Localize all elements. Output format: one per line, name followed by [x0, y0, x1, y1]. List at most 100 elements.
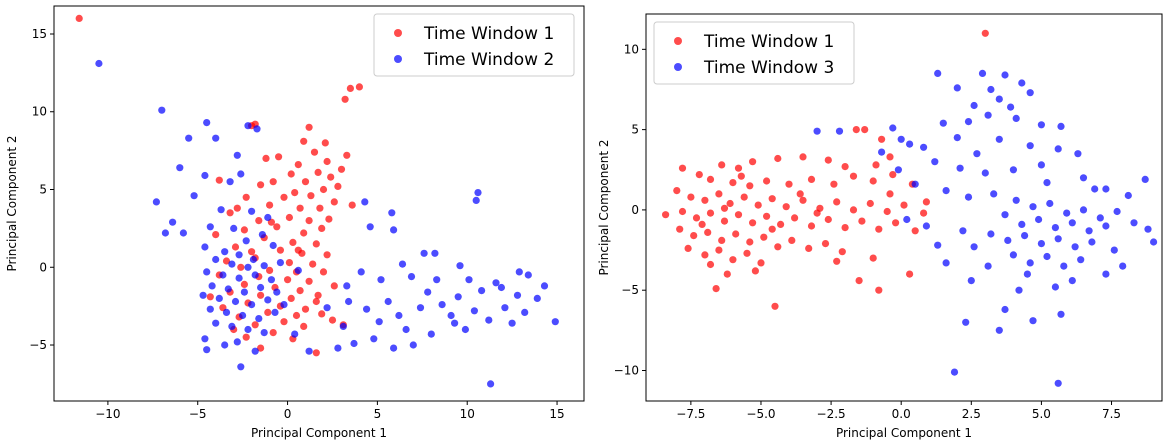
scatter-point: [715, 246, 723, 254]
legend-marker: [674, 37, 682, 45]
scatter-point: [169, 218, 177, 226]
scatter-point: [833, 198, 841, 206]
scatter-point: [427, 330, 435, 338]
scatter-point: [1054, 145, 1062, 153]
scatter-point: [294, 266, 302, 274]
scatter-point: [328, 316, 337, 324]
x-tick-label: 0: [284, 407, 292, 421]
scatter-point: [521, 308, 529, 316]
scatter-point: [337, 165, 346, 173]
scatter-point: [785, 180, 793, 188]
scatter-point: [978, 69, 987, 77]
scatter-point: [987, 230, 995, 238]
scatter-point: [215, 176, 223, 184]
scatter-point: [788, 236, 796, 244]
scatter-point: [1021, 232, 1029, 240]
scatter-point: [217, 206, 225, 214]
scatter-point: [1029, 203, 1037, 211]
scatter-point: [221, 341, 229, 349]
y-tick-label: −10: [614, 363, 639, 377]
scatter-point: [179, 229, 187, 237]
scatter-point: [280, 318, 288, 326]
scatter-point: [1026, 259, 1034, 267]
scatter-point: [244, 263, 252, 271]
scatter-point: [301, 178, 310, 186]
scatter-point: [1130, 219, 1138, 227]
y-tick-label: 15: [32, 27, 47, 41]
scatter-point: [970, 101, 978, 110]
scatter-point: [215, 294, 223, 302]
scatter-point: [973, 150, 981, 158]
scatter-point: [1018, 79, 1026, 87]
scatter-point: [390, 226, 398, 234]
scatter-point: [900, 201, 908, 209]
scatter-point: [312, 349, 320, 357]
scatter-point: [1001, 211, 1009, 219]
scatter-point: [706, 175, 715, 183]
scatter-point: [734, 164, 743, 172]
scatter-point: [841, 224, 849, 232]
scatter-point: [300, 322, 308, 330]
scatter-point: [886, 153, 894, 161]
scatter-point: [540, 282, 549, 290]
scatter-point: [176, 164, 184, 172]
scatter-point: [239, 311, 247, 320]
scatter-point: [366, 223, 374, 231]
scatter-point: [251, 271, 259, 279]
scatter-point: [305, 277, 313, 285]
scatter-point: [782, 203, 790, 211]
scatter-point: [185, 134, 193, 142]
scatter-point: [1051, 224, 1059, 232]
scatter-point: [262, 154, 270, 162]
scatter-point: [206, 305, 214, 313]
series-1-points: [813, 69, 1158, 387]
scatter-point: [754, 201, 762, 209]
scatter-point: [330, 282, 338, 290]
scatter-point: [687, 193, 695, 201]
scatter-point: [267, 276, 275, 284]
scatter-point: [221, 248, 229, 256]
plot-frame: [53, 5, 585, 402]
scatter-point: [1018, 220, 1026, 228]
scatter-point: [355, 83, 363, 91]
scatter-point: [318, 310, 326, 318]
scatter-point: [1124, 191, 1132, 200]
scatter-point: [233, 204, 241, 212]
scatter-point: [323, 304, 331, 312]
scatter-point: [1001, 71, 1009, 79]
scatter-point: [497, 283, 505, 292]
scatter-point: [258, 231, 266, 239]
scatter-point: [255, 217, 263, 225]
legend-marker: [394, 29, 402, 37]
scatter-point: [701, 251, 709, 259]
scatter-point: [296, 204, 304, 212]
scatter-point: [869, 254, 877, 262]
scatter-point: [673, 187, 681, 195]
x-axis-label: Principal Component 1: [836, 426, 972, 440]
scatter-point: [861, 126, 869, 134]
scatter-point: [715, 190, 723, 198]
x-tick-label: −5.0: [746, 407, 775, 421]
scatter-point: [892, 219, 900, 227]
scatter-point: [886, 190, 894, 198]
scatter-point: [1026, 142, 1034, 150]
scatter-point: [1141, 175, 1149, 183]
scatter-point: [1057, 310, 1065, 318]
scatter-point: [824, 156, 832, 164]
scatter-point: [226, 209, 234, 217]
scatter-point: [300, 137, 308, 145]
scatter-point: [255, 315, 263, 323]
legend-entry-label: Time Window 1: [703, 32, 834, 52]
scatter-point: [461, 325, 469, 334]
scatter-point: [323, 157, 331, 166]
scatter-point: [894, 166, 903, 174]
scatter-point: [269, 329, 277, 337]
scatter-point: [341, 95, 349, 103]
scatter-point: [416, 304, 425, 312]
scatter-point: [237, 263, 245, 271]
scatter-point: [720, 217, 729, 225]
scatter-point: [420, 249, 428, 257]
scatter-point: [1037, 161, 1045, 169]
scatter-point: [323, 251, 331, 259]
scatter-point: [1096, 214, 1104, 222]
